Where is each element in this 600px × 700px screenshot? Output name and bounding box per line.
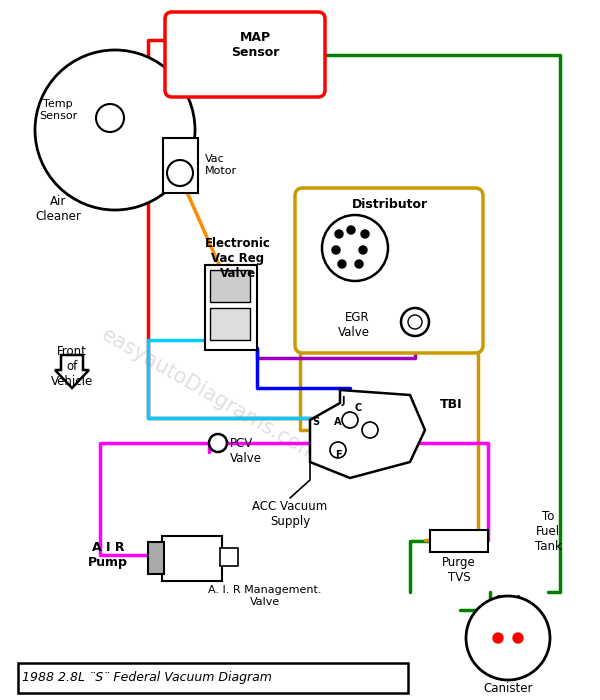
- Bar: [205, 265, 257, 350]
- Circle shape: [401, 308, 429, 336]
- Circle shape: [96, 104, 124, 132]
- Text: S: S: [313, 417, 320, 427]
- Circle shape: [338, 260, 346, 268]
- Text: J: J: [341, 396, 345, 406]
- Circle shape: [359, 246, 367, 254]
- Text: Distributor: Distributor: [352, 197, 428, 211]
- Text: MAP
Sensor: MAP Sensor: [231, 31, 279, 59]
- Circle shape: [513, 633, 523, 643]
- Bar: [430, 530, 488, 552]
- Text: A: A: [334, 417, 342, 427]
- Text: Vac
Motor: Vac Motor: [205, 154, 237, 176]
- Text: C: C: [355, 403, 362, 413]
- Text: PCV
Valve: PCV Valve: [230, 437, 262, 465]
- Bar: [18, 663, 408, 693]
- Text: Temp
Sensor: Temp Sensor: [39, 99, 77, 121]
- Circle shape: [362, 422, 378, 438]
- Text: Purge
TVS: Purge TVS: [442, 556, 476, 584]
- Text: ACC Vacuum
Supply: ACC Vacuum Supply: [253, 500, 328, 528]
- Text: A I R
Pump: A I R Pump: [88, 541, 128, 569]
- Text: To
Fuel
Tank: To Fuel Tank: [535, 510, 562, 553]
- Circle shape: [466, 596, 550, 680]
- Circle shape: [342, 412, 358, 428]
- Bar: [210, 270, 250, 302]
- Circle shape: [322, 215, 388, 281]
- Text: F: F: [335, 450, 341, 460]
- Bar: [220, 548, 238, 566]
- Circle shape: [408, 315, 422, 329]
- Circle shape: [347, 226, 355, 234]
- Circle shape: [332, 246, 340, 254]
- Circle shape: [335, 230, 343, 238]
- Polygon shape: [310, 390, 425, 478]
- Circle shape: [330, 442, 346, 458]
- Bar: [148, 542, 164, 574]
- Circle shape: [209, 434, 227, 452]
- Text: A. I. R Management.
Valve: A. I. R Management. Valve: [208, 585, 322, 607]
- Circle shape: [167, 160, 193, 186]
- Circle shape: [493, 633, 503, 643]
- Circle shape: [361, 230, 369, 238]
- Bar: [162, 536, 222, 581]
- Text: Front
of
Vehicle: Front of Vehicle: [51, 345, 93, 388]
- Bar: [163, 138, 198, 193]
- Text: Electronic
Vac Reg
Valve: Electronic Vac Reg Valve: [205, 237, 271, 280]
- Bar: [210, 308, 250, 340]
- FancyBboxPatch shape: [165, 12, 325, 97]
- Circle shape: [35, 50, 195, 210]
- Polygon shape: [55, 355, 89, 388]
- Text: easyautoDiagrams.com: easyautoDiagrams.com: [98, 325, 322, 466]
- Text: EGR
Valve: EGR Valve: [338, 311, 370, 339]
- Circle shape: [355, 260, 363, 268]
- FancyBboxPatch shape: [295, 188, 483, 353]
- Text: Air
Cleaner: Air Cleaner: [35, 195, 81, 223]
- Text: Canister: Canister: [483, 682, 533, 695]
- Text: 1988 2.8L ¨S¨ Federal Vacuum Diagram: 1988 2.8L ¨S¨ Federal Vacuum Diagram: [22, 671, 272, 685]
- Text: TBI: TBI: [440, 398, 463, 411]
